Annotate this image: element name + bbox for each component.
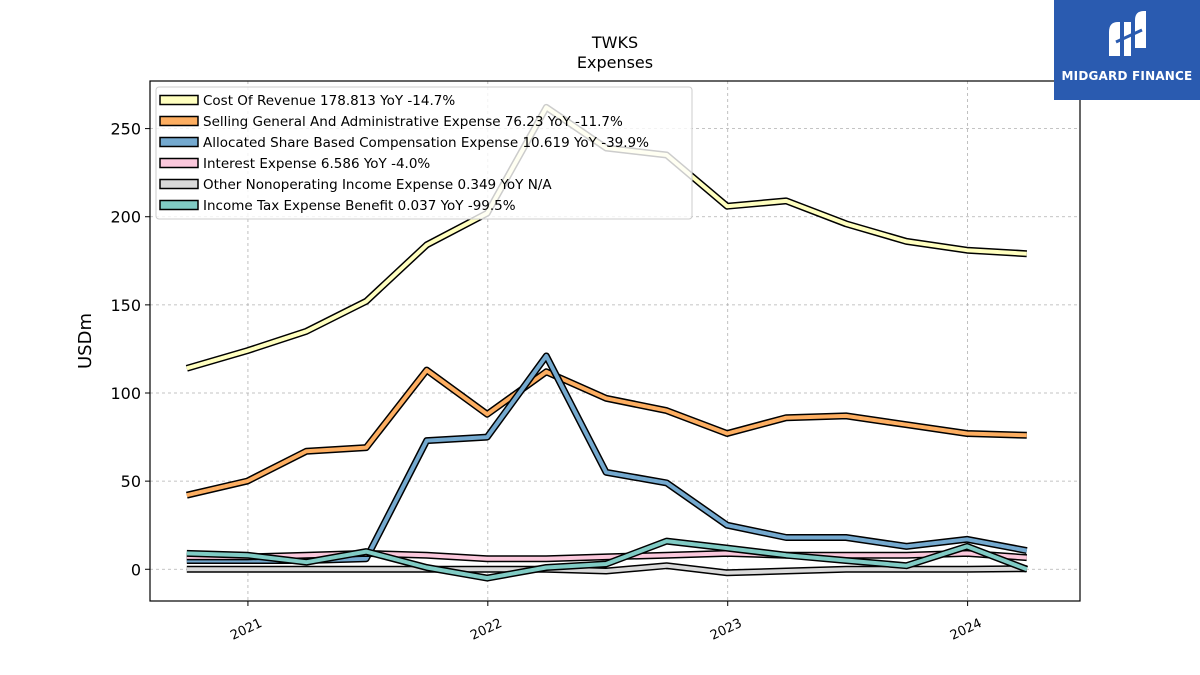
series-line [186, 539, 1028, 581]
chart-subtitle: Expenses [577, 53, 653, 72]
series-lines [185, 103, 1029, 582]
series-line [186, 354, 1028, 563]
legend-entry: Other Nonoperating Income Expense 0.349 … [203, 177, 552, 193]
brand-logo: MIDGARD FINANCE [1054, 0, 1200, 100]
legend-entry: Cost Of Revenue 178.813 YoY -14.7% [203, 93, 455, 109]
legend-swatch [159, 94, 199, 106]
x-axis: 2021 2022 2023 2024 [228, 601, 984, 644]
legend-entry: Income Tax Expense Benefit 0.037 YoY -99… [203, 198, 516, 214]
legend-entry: Allocated Share Based Compensation Expen… [203, 135, 649, 151]
legend-entry: Selling General And Administrative Expen… [203, 114, 623, 130]
series-line [186, 563, 1027, 575]
legend-swatch [159, 178, 199, 190]
x-tick-label: 2022 [468, 616, 504, 644]
x-tick-label: 2023 [708, 616, 744, 644]
series-line [186, 368, 1027, 498]
legend-box [155, 86, 693, 220]
y-tick-label: 200 [110, 208, 141, 227]
legend-swatch [159, 136, 199, 148]
y-axis: 0 50 100 150 200 250 [110, 120, 150, 579]
y-tick-label: 50 [121, 472, 141, 491]
series-line [186, 551, 1027, 561]
midgard-logo-icon [1109, 11, 1146, 56]
legend-swatch [159, 157, 199, 169]
legend-swatch [159, 115, 199, 127]
plot-frame [149, 80, 1081, 602]
series-line-outline [186, 366, 1027, 499]
chart-title: TWKS [591, 33, 638, 52]
y-tick-label: 100 [110, 384, 141, 403]
y-tick-label: 0 [131, 560, 141, 579]
brand-name: MIDGARD FINANCE [1061, 69, 1193, 83]
y-axis-label: USDm [75, 313, 96, 369]
x-tick-label: 2024 [948, 616, 984, 644]
x-tick-label: 2021 [228, 616, 264, 644]
series-line-outline [186, 352, 1028, 564]
y-tick-label: 250 [110, 120, 141, 139]
y-tick-label: 150 [110, 296, 141, 315]
legend: Cost Of Revenue 178.813 YoY -14.7% Sellin… [155, 86, 693, 220]
legend-swatch [159, 199, 199, 211]
legend-entry: Interest Expense 6.586 YoY -4.0% [203, 156, 430, 172]
